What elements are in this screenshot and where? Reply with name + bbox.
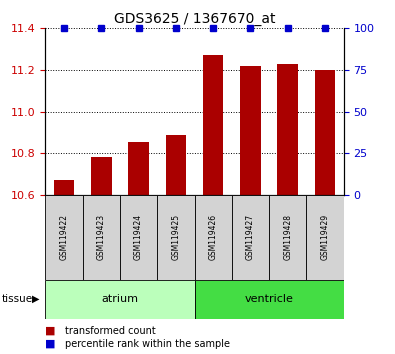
Bar bbox=[128, 142, 149, 195]
FancyBboxPatch shape bbox=[269, 195, 307, 280]
Bar bbox=[166, 136, 186, 195]
Text: GSM119425: GSM119425 bbox=[171, 214, 181, 260]
FancyBboxPatch shape bbox=[194, 195, 232, 280]
FancyBboxPatch shape bbox=[307, 195, 344, 280]
Text: atrium: atrium bbox=[102, 294, 139, 304]
Title: GDS3625 / 1367670_at: GDS3625 / 1367670_at bbox=[114, 12, 275, 26]
Bar bbox=[277, 64, 298, 195]
Text: GSM119423: GSM119423 bbox=[97, 214, 106, 260]
Text: GSM119428: GSM119428 bbox=[283, 214, 292, 260]
Bar bbox=[315, 70, 335, 195]
Text: GSM119424: GSM119424 bbox=[134, 214, 143, 260]
FancyBboxPatch shape bbox=[45, 280, 194, 319]
Text: ■: ■ bbox=[45, 326, 56, 336]
Text: percentile rank within the sample: percentile rank within the sample bbox=[65, 339, 230, 349]
FancyBboxPatch shape bbox=[157, 195, 194, 280]
Bar bbox=[203, 55, 224, 195]
Bar bbox=[54, 180, 74, 195]
Text: GSM119427: GSM119427 bbox=[246, 214, 255, 260]
FancyBboxPatch shape bbox=[83, 195, 120, 280]
Text: ■: ■ bbox=[45, 339, 56, 349]
Text: tissue: tissue bbox=[2, 294, 33, 304]
FancyBboxPatch shape bbox=[120, 195, 157, 280]
Text: ▶: ▶ bbox=[32, 294, 40, 304]
Text: GSM119429: GSM119429 bbox=[320, 214, 329, 260]
Text: ventricle: ventricle bbox=[245, 294, 293, 304]
FancyBboxPatch shape bbox=[232, 195, 269, 280]
FancyBboxPatch shape bbox=[194, 280, 344, 319]
Text: transformed count: transformed count bbox=[65, 326, 156, 336]
Text: GSM119426: GSM119426 bbox=[209, 214, 218, 260]
Text: GSM119422: GSM119422 bbox=[60, 214, 69, 260]
FancyBboxPatch shape bbox=[45, 195, 83, 280]
Bar bbox=[240, 66, 261, 195]
Bar bbox=[91, 157, 112, 195]
